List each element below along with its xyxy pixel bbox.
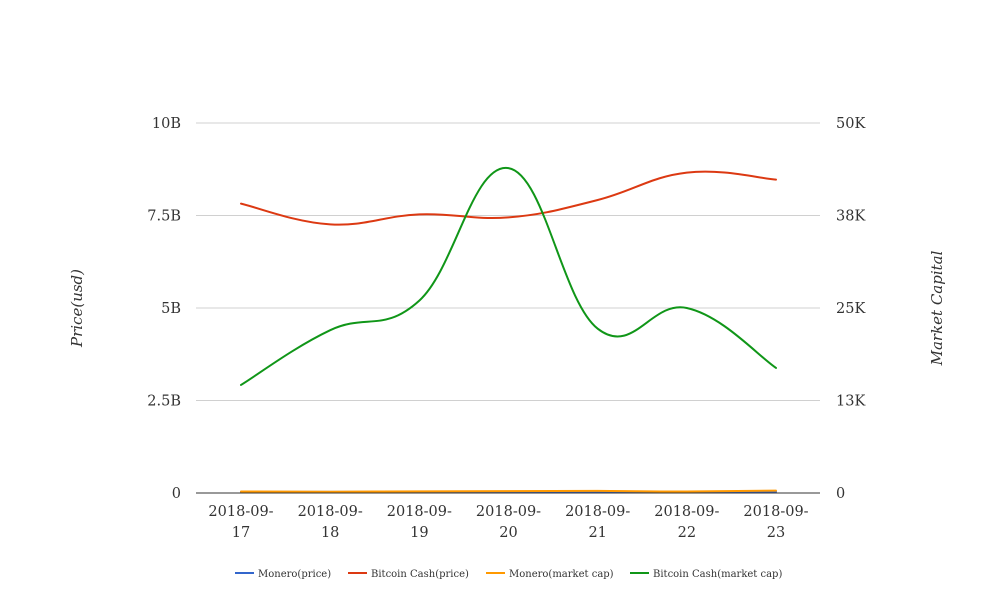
legend-label: Bitcoin Cash(price) <box>371 569 469 580</box>
left-axis-ticks: 0 2.5B 5B 7.5B 10B <box>147 116 181 502</box>
right-tick-label: 50K <box>836 116 866 132</box>
right-tick-label: 0 <box>836 486 845 502</box>
series-line <box>240 167 777 386</box>
x-tick-label: 2018-09-18 <box>298 504 363 541</box>
x-tick-label: 2018-09-17 <box>208 504 273 541</box>
series-line <box>240 170 777 226</box>
x-tick-label: 2018-09-21 <box>565 504 630 541</box>
right-tick-label: 25K <box>836 301 866 317</box>
left-tick-label: 2.5B <box>147 394 181 410</box>
right-tick-label: 13K <box>836 394 866 410</box>
series-lines <box>240 167 777 493</box>
right-axis-ticks: 0 13K 25K 38K 50K <box>836 116 866 502</box>
right-tick-label: 38K <box>836 209 866 225</box>
grid-lines <box>196 122 820 401</box>
left-axis-title: Price(usd) <box>68 269 86 348</box>
series-line <box>240 489 777 493</box>
left-tick-label: 10B <box>152 116 181 132</box>
x-axis-ticks: 2018-09-17 2018-09-18 2018-09-19 2018-09-20… <box>208 504 808 541</box>
x-tick-label: 2018-09-23 <box>743 504 808 541</box>
left-tick-label: 0 <box>172 486 181 502</box>
right-axis-title: Market Capital <box>928 250 946 366</box>
legend: Monero(price) Bitcoin Cash(price) Monero(m… <box>235 569 782 580</box>
legend-label: Monero(market cap) <box>509 569 614 580</box>
legend-label: Monero(price) <box>258 569 331 580</box>
legend-label: Bitcoin Cash(market cap) <box>653 569 782 580</box>
left-tick-label: 7.5B <box>147 209 181 225</box>
x-tick-label: 2018-09-19 <box>387 504 452 541</box>
x-tick-label: 2018-09-20 <box>476 504 541 541</box>
left-tick-label: 5B <box>161 301 181 317</box>
x-tick-label: 2018-09-22 <box>654 504 719 541</box>
